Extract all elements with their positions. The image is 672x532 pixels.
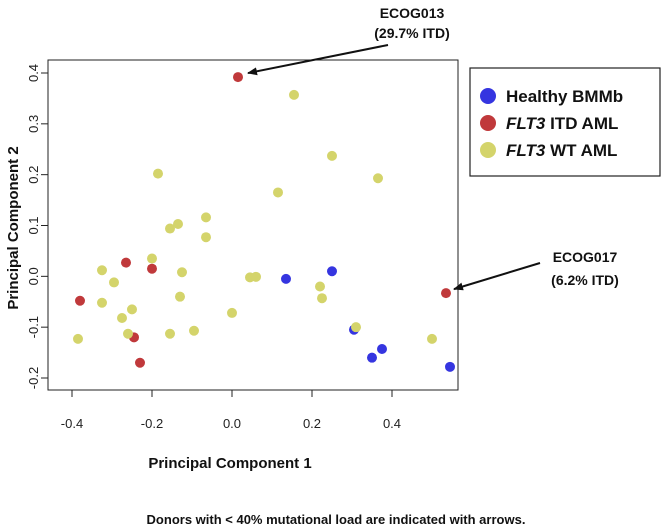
data-point: [445, 361, 455, 372]
data-point: [73, 333, 83, 344]
annotation-arrow: [247, 44, 389, 76]
x-tick-label: 0.2: [303, 416, 321, 431]
data-point: [441, 288, 451, 299]
legend-text: Healthy BMMb: [506, 87, 623, 106]
data-point: [123, 328, 133, 339]
legend-marker: [480, 88, 496, 104]
annotation-arrow: [453, 262, 541, 291]
series-2: [73, 89, 437, 344]
legend-box: [469, 67, 661, 177]
legend-gene-name: FLT3: [506, 114, 546, 133]
data-point: [127, 304, 137, 315]
data-point: [153, 168, 163, 179]
data-points: [73, 72, 455, 372]
legend-gene-name: FLT3: [506, 141, 546, 160]
legend-marker: [480, 142, 496, 158]
data-point: [109, 277, 119, 288]
annotation-label: ECOG017: [553, 249, 618, 265]
data-point: [317, 293, 327, 304]
data-point: [351, 322, 361, 333]
legend-marker: [480, 115, 496, 131]
legend-label: Healthy BMMb: [506, 87, 623, 106]
x-tick-label: 0.4: [383, 416, 401, 431]
data-point: [177, 267, 187, 278]
data-point: [367, 352, 377, 363]
data-point: [121, 257, 131, 268]
y-tick-label: 0.2: [26, 166, 41, 184]
series-0: [281, 266, 455, 372]
data-point: [227, 307, 237, 318]
data-point: [233, 72, 243, 83]
data-point: [281, 273, 291, 284]
data-point: [173, 218, 183, 229]
annotation-sublabel: (29.7% ITD): [374, 25, 449, 41]
legend-label: FLT3 ITD AML: [506, 114, 618, 133]
data-point: [175, 291, 185, 302]
data-point: [427, 333, 437, 344]
data-point: [189, 325, 199, 336]
y-axis: -0.2 -0.1 0.0 0.1 0.2 0.3 0.4: [26, 64, 49, 389]
y-tick-label: 0.4: [26, 64, 41, 82]
data-point: [201, 232, 211, 243]
annotations: ECOG013 (29.7% ITD) ECOG017 (6.2% ITD): [247, 5, 619, 291]
data-point: [165, 328, 175, 339]
data-point: [97, 297, 107, 308]
y-axis-title: Principal Component 2: [5, 146, 22, 309]
annotation-label: ECOG013: [380, 5, 445, 21]
y-tick-label: -0.2: [26, 367, 41, 389]
footnote: Donors with < 40% mutational load are in…: [146, 512, 526, 527]
y-tick-label: 0.1: [26, 216, 41, 234]
x-tick-label: -0.4: [61, 416, 83, 431]
y-tick-label: 0.3: [26, 115, 41, 133]
data-point: [165, 223, 175, 234]
data-point: [135, 357, 145, 368]
data-point: [201, 212, 211, 223]
annotation-sublabel: (6.2% ITD): [551, 272, 619, 288]
y-tick-label: 0.0: [26, 267, 41, 285]
plot-area-frame: [47, 59, 459, 391]
legend-text: WT AML: [545, 141, 617, 160]
data-point: [273, 187, 283, 198]
series-1: [75, 72, 451, 368]
data-point: [147, 253, 157, 264]
y-tick-label: -0.1: [26, 316, 41, 338]
data-point: [327, 150, 337, 161]
data-point: [75, 295, 85, 306]
x-tick-label: 0.0: [223, 416, 241, 431]
data-point: [377, 344, 387, 355]
data-point: [251, 271, 261, 282]
data-point: [117, 313, 127, 324]
x-axis-title: Principal Component 1: [148, 455, 311, 472]
data-point: [315, 281, 325, 292]
data-point: [289, 89, 299, 100]
data-point: [147, 263, 157, 274]
legend-label: FLT3 WT AML: [506, 141, 617, 160]
data-point: [373, 173, 383, 184]
x-tick-label: -0.2: [141, 416, 163, 431]
x-axis: -0.4 -0.2 0.0 0.2 0.4: [61, 389, 401, 431]
data-point: [97, 265, 107, 276]
legend-text: ITD AML: [545, 114, 618, 133]
data-point: [327, 266, 337, 277]
